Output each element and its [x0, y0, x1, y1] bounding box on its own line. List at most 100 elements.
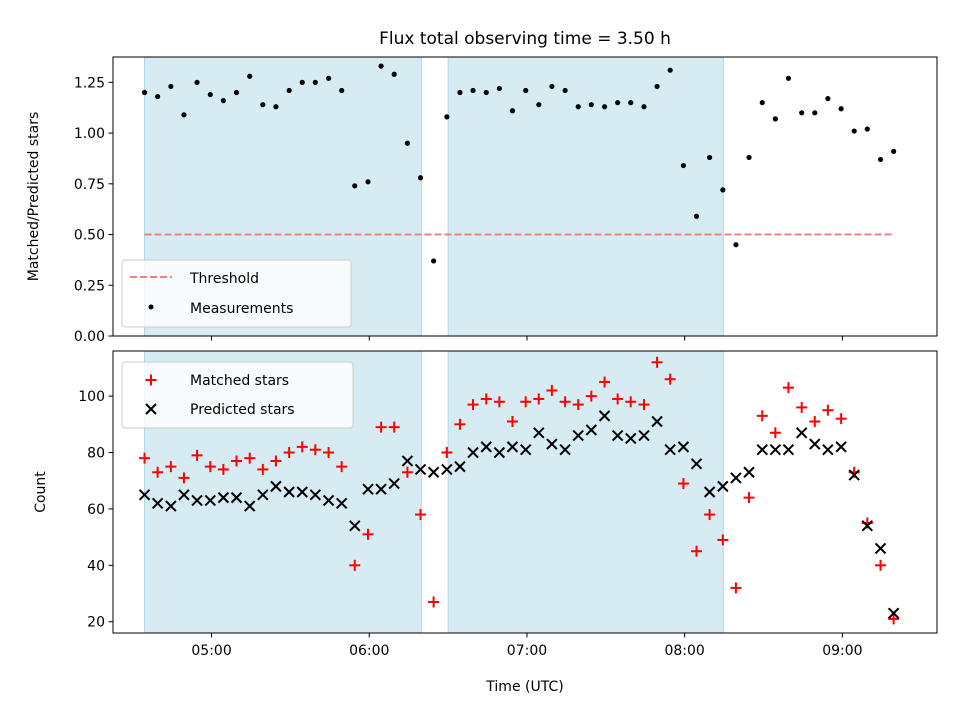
predicted-star-marker	[322, 494, 335, 507]
predicted-star-marker	[598, 410, 611, 422]
predicted-marker-b	[441, 463, 453, 476]
matched-star-marker	[533, 393, 545, 405]
x-axis-label: Time (UTC)	[485, 679, 563, 695]
predicted-marker-b	[638, 429, 650, 442]
matched-star-marker	[743, 492, 755, 504]
predicted-marker-b	[861, 520, 874, 532]
y-tick-label: 1.25	[74, 75, 105, 91]
legend-predicted-swatch	[145, 403, 157, 415]
predicted-star-marker	[270, 480, 282, 493]
y-tick-label: 1.00	[74, 126, 105, 142]
predicted-marker-b	[887, 607, 900, 619]
predicted-star-marker	[533, 427, 545, 439]
x-tick-label: 05:00	[191, 643, 231, 659]
predicted-star-marker	[414, 463, 427, 476]
matched-star-marker	[677, 478, 689, 490]
measurement-point	[141, 89, 148, 96]
matched-star-marker	[585, 390, 597, 402]
predicted-star-marker	[795, 427, 808, 439]
matched-star-marker	[283, 447, 295, 459]
predicted-star-marker	[506, 441, 519, 453]
predicted-star-marker	[388, 477, 400, 490]
predicted-star-marker	[585, 424, 598, 436]
predicted-star-marker	[151, 497, 164, 509]
measurement-point	[365, 179, 371, 185]
matched-star-marker	[467, 399, 479, 411]
measurement-point	[654, 83, 660, 90]
matched-star-marker	[809, 416, 821, 427]
top-axes-frame	[112, 56, 938, 337]
measurement-point	[496, 85, 502, 92]
predicted-marker-b	[349, 520, 361, 532]
predicted-star-marker	[441, 463, 453, 476]
predicted-star-marker	[625, 432, 637, 445]
predicted-marker-b	[546, 438, 558, 450]
measurement-point	[864, 126, 870, 132]
measurement-point	[733, 242, 739, 248]
predicted-marker-b	[533, 427, 545, 439]
predicted-star-marker	[283, 486, 295, 498]
measurement-point	[339, 87, 345, 94]
predicted-star-marker	[480, 441, 492, 453]
matched-star-marker	[875, 559, 887, 571]
measurement-point	[615, 100, 621, 106]
measurement-point	[759, 100, 765, 106]
predicted-marker-b	[756, 443, 768, 456]
matched-star-marker	[480, 393, 492, 405]
predicted-star-marker	[782, 443, 795, 456]
measurement-point	[785, 75, 792, 81]
predicted-marker-b	[480, 441, 492, 453]
predicted-marker-b	[244, 500, 256, 512]
measurement-point	[220, 98, 226, 104]
predicted-marker-b	[335, 497, 348, 509]
predicted-marker-b	[138, 489, 151, 501]
chart-title: Flux total observing time = 3.50 h	[379, 29, 671, 49]
matched-star-marker	[191, 449, 203, 461]
predicted-star-marker	[178, 489, 190, 501]
measurement-point	[891, 148, 897, 154]
measurement-point	[693, 213, 700, 219]
predicted-star-marker	[244, 500, 256, 512]
matched-star-marker	[717, 534, 729, 546]
predicted-marker-b	[165, 500, 177, 512]
matched-star-marker	[506, 416, 518, 427]
predicted-marker-b	[743, 466, 755, 478]
ratio-panel: 0.00 0.25 0.50 0.75 1.00 1.25 Flux total obse…	[26, 29, 938, 345]
y-tick-label: 0.50	[74, 228, 105, 244]
x-tick-label: 07:00	[507, 643, 547, 659]
measurement-point	[680, 162, 687, 169]
predicted-star-marker	[401, 455, 414, 467]
bottom-legend-box	[121, 361, 354, 429]
measurement-point	[470, 87, 476, 94]
predicted-star-marker	[848, 469, 860, 481]
x-tick-label: 06:00	[349, 643, 389, 659]
matched-star-marker	[782, 382, 794, 394]
predicted-star-marker	[191, 494, 203, 507]
measurement-point	[312, 79, 318, 85]
predicted-star-marker	[874, 542, 887, 555]
matched-star-marker	[704, 509, 716, 521]
predicted-star-marker	[861, 520, 874, 532]
predicted-marker-b	[388, 477, 400, 490]
matched-star-marker	[428, 596, 440, 608]
matched-star-marker	[599, 376, 611, 388]
predicted-star-marker	[454, 460, 466, 473]
predicted-marker-b	[362, 483, 374, 495]
measurement-point	[273, 104, 279, 110]
legend-matched-swatch	[145, 374, 157, 386]
predicted-marker-b	[874, 542, 887, 555]
y-tick-label: 0.75	[74, 177, 105, 193]
matched-star-marker	[546, 384, 558, 396]
y-tick-label: 0.00	[74, 329, 105, 345]
predicted-marker-b	[270, 480, 282, 493]
legend-matched-label: Matched stars	[190, 373, 289, 389]
matched-star-marker	[257, 463, 269, 475]
predicted-star-marker	[204, 494, 217, 507]
predicted-star-marker	[651, 415, 663, 428]
predicted-star-marker	[309, 489, 322, 501]
matched-star-marker	[375, 421, 387, 433]
top-y-axis-label: Matched/Predicted stars	[26, 112, 42, 282]
predicted-star-marker	[703, 486, 716, 498]
predicted-marker-b	[611, 429, 624, 442]
